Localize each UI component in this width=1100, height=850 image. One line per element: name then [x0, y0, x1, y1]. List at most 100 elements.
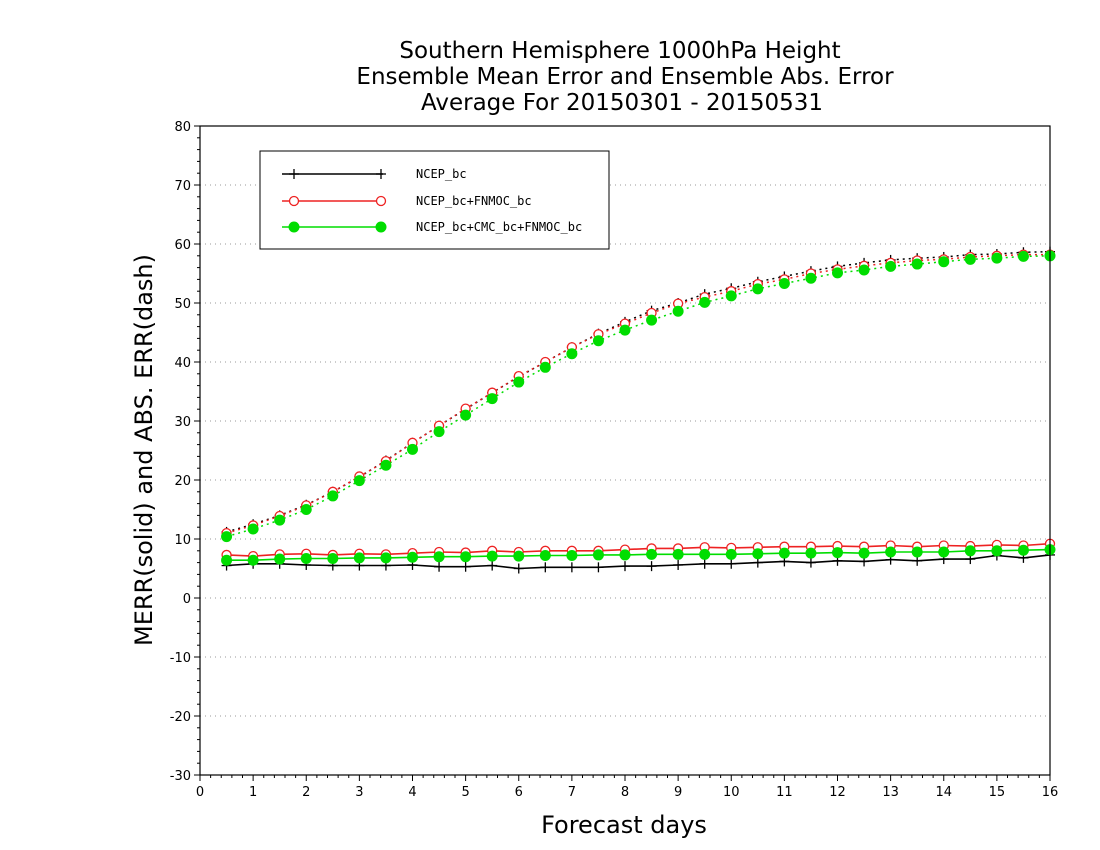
x-tick-label: 12 [829, 785, 846, 800]
abs-err-point [964, 253, 976, 265]
y-tick-label: 50 [174, 297, 191, 312]
merr-point [725, 548, 737, 560]
abs-err-point [460, 409, 472, 421]
abs-err-point [1017, 250, 1029, 262]
abs-err-point [805, 272, 817, 284]
y-tick-label: -20 [170, 710, 191, 725]
merr-point [274, 553, 286, 565]
merr-point [885, 546, 897, 558]
legend-label: NCEP_bc+FNMOC_bc [416, 194, 532, 208]
abs-err-point [858, 264, 870, 276]
x-tick-label: 7 [568, 785, 576, 800]
merr-point [592, 549, 604, 561]
merr-point [460, 551, 472, 563]
gridlines [200, 184, 1050, 717]
x-tick-label: 6 [515, 785, 523, 800]
y-tick-label: 0 [183, 592, 191, 607]
x-tick-label: 1 [249, 785, 257, 800]
series-markers-1 [221, 249, 1056, 562]
title-line-2: Ensemble Mean Error and Ensemble Abs. Er… [356, 64, 894, 90]
merr-point [300, 552, 312, 564]
legend-marker [289, 169, 299, 179]
series-2 [226, 255, 1051, 562]
x-tick-label: 9 [674, 785, 682, 800]
abs-err-line [226, 255, 1051, 538]
x-tick-label: 5 [461, 785, 469, 800]
series-lines [221, 246, 1056, 574]
title-line-3: Average For 20150301 - 20150531 [421, 90, 823, 116]
abs-err-point [672, 305, 684, 317]
abs-err-point [778, 278, 790, 290]
abs-err-point [911, 258, 923, 270]
merr-point [433, 551, 445, 563]
legend-label: NCEP_bc+CMC_bc+FNMOC_bc [416, 220, 582, 234]
x-tick-label: 8 [621, 785, 629, 800]
merr-point [964, 545, 976, 557]
x-tick-label: 10 [723, 785, 740, 800]
merr-point [566, 562, 577, 573]
x-tick-label: 13 [882, 785, 899, 800]
abs-err-point [991, 252, 1003, 264]
merr-point [487, 560, 498, 571]
merr-point [540, 562, 551, 573]
merr-point [407, 551, 418, 563]
abs-err-point [885, 260, 897, 272]
legend-box [259, 150, 610, 250]
merr-point [912, 555, 923, 566]
abs-err-point [592, 335, 604, 347]
abs-err-point [513, 376, 525, 388]
x-tick-label: 3 [355, 785, 363, 800]
y-tick-label: 40 [174, 356, 191, 371]
series-1 [226, 253, 1051, 557]
merr-point [672, 548, 684, 560]
merr-point [247, 554, 259, 566]
abs-err-point [274, 514, 286, 526]
abs-err-point [407, 443, 418, 455]
abs-err-point [832, 267, 843, 279]
abs-err-line [226, 253, 1050, 534]
merr-point [539, 550, 551, 562]
x-axis-label: Forecast days [541, 811, 707, 839]
legend-marker [375, 221, 387, 233]
abs-err-point [300, 504, 312, 515]
x-tick-label: 16 [1042, 785, 1059, 800]
y-tick-label: -30 [170, 769, 191, 784]
y-tick-label: -10 [170, 651, 191, 666]
legend-marker [376, 169, 386, 179]
chart-title: Southern Hemisphere 1000hPa Height Ensem… [356, 38, 894, 116]
merr-point [221, 554, 233, 566]
title-line-1: Southern Hemisphere 1000hPa Height [399, 38, 840, 64]
y-tick-label: 60 [174, 238, 191, 253]
abs-err-line [226, 250, 1051, 533]
merr-point [327, 552, 339, 564]
merr-point [486, 550, 498, 562]
legend-marker [288, 195, 300, 207]
x-tick-label: 11 [776, 785, 793, 800]
y-tick-label: 70 [174, 179, 191, 194]
y-tick-label: 20 [174, 474, 191, 489]
merr-point [619, 549, 631, 561]
legend-marker [288, 221, 300, 233]
merr-point [566, 550, 578, 562]
merr-point [434, 561, 445, 572]
merr-point [832, 547, 843, 559]
abs-err-point [486, 393, 498, 405]
series-markers-0 [221, 246, 1055, 574]
legend-label: NCEP_bc [416, 167, 467, 181]
merr-point [593, 562, 604, 573]
abs-err-point [380, 459, 392, 471]
merr-point [699, 548, 711, 560]
abs-err-point [725, 290, 737, 302]
y-tick-label: 10 [174, 533, 191, 548]
merr-point [938, 546, 950, 558]
abs-err-point [752, 283, 764, 295]
abs-err-point [699, 296, 711, 308]
merr-point [752, 557, 763, 568]
merr-point [726, 558, 737, 569]
y-axis-label: MERR(solid) and ABS. ERR(dash) [130, 254, 158, 646]
merr-point [673, 559, 684, 570]
abs-err-point [327, 490, 339, 502]
merr-point [911, 546, 923, 558]
x-tick-label: 4 [408, 785, 416, 800]
